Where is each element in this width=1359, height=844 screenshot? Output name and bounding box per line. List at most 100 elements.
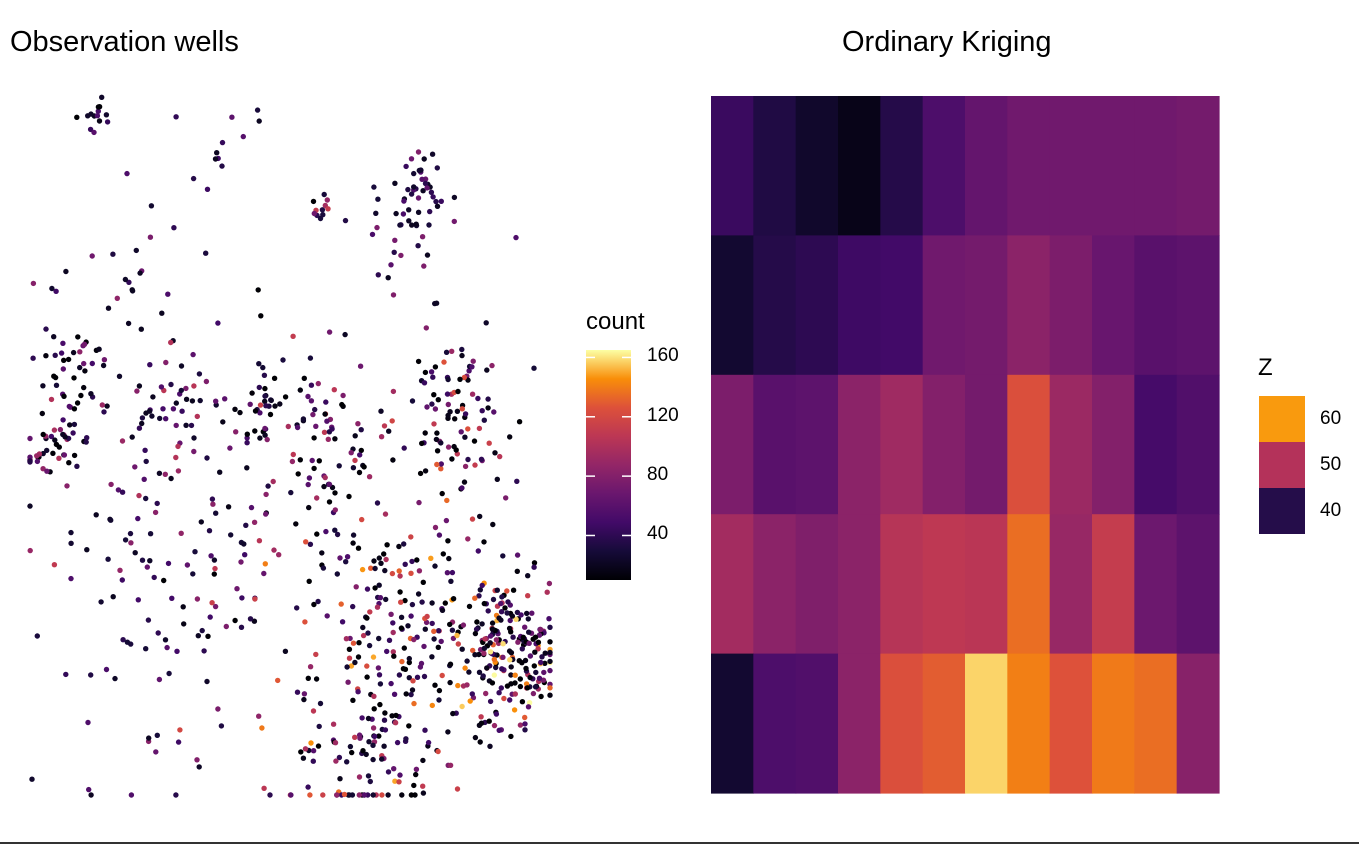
- well-point: [229, 114, 235, 120]
- well-point: [53, 441, 60, 448]
- well-point: [180, 604, 186, 610]
- well-point: [183, 385, 189, 392]
- well-point: [136, 425, 143, 431]
- well-point: [434, 203, 441, 209]
- well-point: [503, 495, 509, 501]
- well-point: [341, 791, 348, 798]
- well-point: [510, 634, 516, 640]
- well-point: [371, 558, 377, 564]
- well-point: [34, 453, 40, 459]
- well-point: [432, 563, 438, 569]
- well-point: [323, 528, 329, 535]
- well-point: [293, 521, 299, 527]
- heatmap-cell: [922, 96, 966, 236]
- well-point: [352, 659, 358, 666]
- well-point: [89, 253, 95, 259]
- well-point: [541, 669, 547, 676]
- well-point: [499, 594, 505, 600]
- well-point: [194, 757, 200, 763]
- well-point: [122, 537, 129, 543]
- well-point: [82, 368, 88, 374]
- well-point: [477, 739, 483, 745]
- well-point: [458, 429, 464, 435]
- well-point: [321, 483, 327, 490]
- well-point: [487, 640, 493, 646]
- heatmap-cell: [838, 96, 881, 236]
- well-point: [436, 687, 443, 694]
- heatmap-cell: [922, 374, 966, 515]
- well-point: [310, 758, 316, 764]
- well-point: [485, 396, 491, 402]
- well-point: [143, 646, 149, 652]
- well-point: [331, 387, 337, 393]
- well-point: [160, 406, 166, 412]
- colorbar-tick-label: 160: [647, 345, 679, 367]
- well-point: [422, 180, 429, 187]
- well-point: [411, 700, 417, 707]
- well-point: [257, 435, 263, 441]
- well-point: [363, 751, 369, 758]
- well-point: [120, 637, 126, 643]
- well-point: [507, 657, 513, 663]
- well-point: [189, 398, 196, 404]
- well-point: [326, 329, 333, 335]
- well-point: [547, 624, 553, 630]
- well-point: [403, 736, 409, 742]
- well-point: [168, 381, 174, 388]
- well-point: [481, 645, 488, 651]
- well-point: [547, 692, 553, 698]
- well-point: [438, 466, 444, 472]
- well-point: [411, 636, 417, 643]
- heatmap-cell: [1134, 235, 1178, 376]
- well-point: [51, 562, 58, 568]
- well-point: [441, 359, 447, 365]
- well-point: [517, 683, 524, 690]
- well-point: [104, 119, 111, 125]
- well-point: [162, 637, 169, 643]
- well-point: [71, 452, 78, 459]
- well-point: [435, 397, 441, 403]
- well-point: [525, 573, 531, 579]
- well-point: [204, 186, 211, 192]
- well-point: [209, 600, 215, 606]
- well-point: [336, 463, 342, 469]
- well-point: [390, 629, 396, 636]
- well-point: [342, 217, 349, 224]
- well-point: [359, 566, 366, 573]
- well-point: [116, 373, 123, 379]
- well-point: [344, 554, 351, 560]
- well-point: [149, 413, 155, 419]
- well-point: [205, 633, 211, 639]
- well-point: [402, 597, 408, 604]
- well-point: [417, 470, 424, 477]
- well-point: [460, 622, 467, 628]
- well-point: [381, 423, 388, 429]
- well-point: [325, 436, 331, 442]
- well-point: [50, 450, 56, 456]
- well-point: [446, 555, 452, 562]
- well-point: [478, 714, 484, 720]
- well-point: [432, 406, 439, 412]
- well-point: [414, 557, 420, 563]
- well-point: [132, 550, 138, 556]
- well-point: [421, 263, 427, 269]
- well-point: [406, 655, 412, 662]
- z-legend-title: Z: [1258, 354, 1273, 381]
- well-point: [311, 465, 317, 472]
- well-point: [105, 556, 111, 562]
- well-point: [392, 720, 399, 726]
- well-point: [346, 493, 352, 500]
- well-point: [531, 663, 537, 669]
- well-point: [125, 320, 132, 327]
- well-point: [516, 419, 523, 425]
- well-point: [340, 392, 346, 399]
- well-point: [508, 629, 514, 635]
- well-point: [232, 617, 238, 624]
- well-point: [491, 656, 497, 663]
- well-point: [61, 452, 68, 458]
- well-point: [492, 450, 498, 456]
- well-point: [74, 463, 80, 469]
- well-point: [376, 733, 382, 739]
- well-point: [129, 287, 135, 293]
- well-point: [515, 639, 521, 645]
